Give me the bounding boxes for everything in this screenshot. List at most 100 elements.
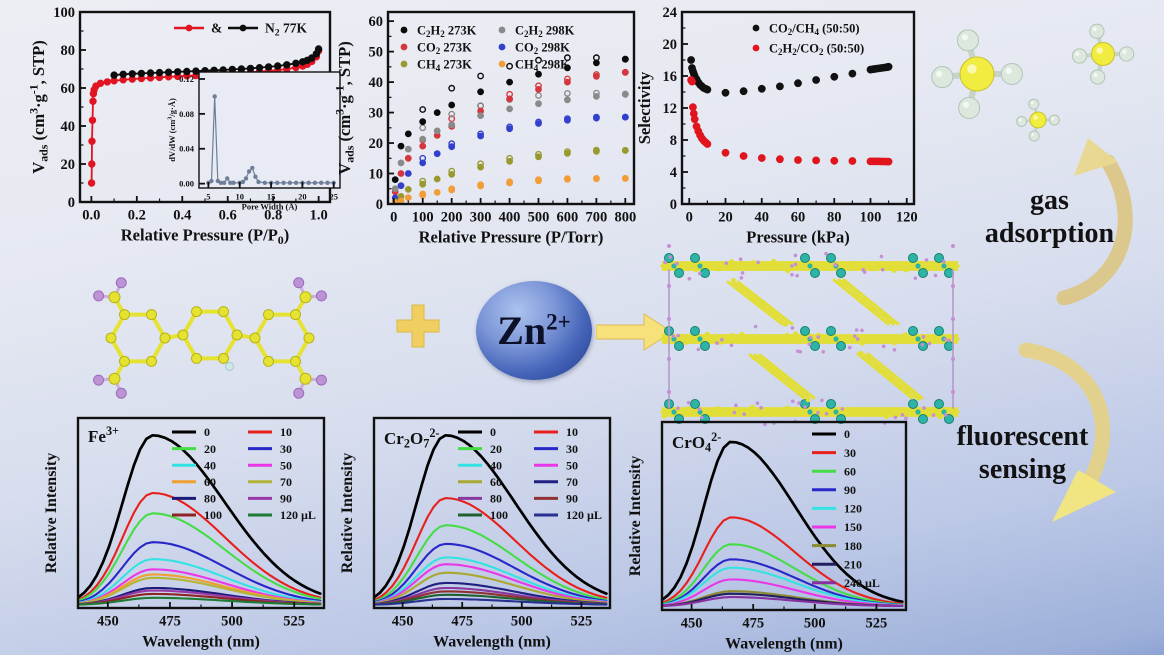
svg-text:4: 4 (670, 165, 677, 181)
svg-text:600: 600 (557, 210, 579, 226)
svg-text:0: 0 (390, 210, 397, 226)
svg-text:12: 12 (663, 101, 678, 117)
svg-text:10: 10 (280, 425, 292, 439)
svg-text:CO2 273K: CO2 273K (417, 40, 472, 56)
svg-text:40: 40 (61, 119, 76, 135)
svg-text:400: 400 (499, 210, 521, 226)
svg-text:50: 50 (280, 458, 292, 472)
svg-text:dV/dW (cm3/g·Å): dV/dW (cm3/g·Å) (167, 98, 177, 162)
zn-ion-label: Zn2+ (497, 308, 571, 353)
svg-text:100: 100 (53, 5, 75, 21)
svg-text:20: 20 (718, 210, 733, 226)
curved-arrow-down-icon (1018, 342, 1116, 522)
svg-text:30: 30 (369, 106, 384, 122)
svg-text:10: 10 (369, 166, 384, 182)
svg-text:120 µL: 120 µL (280, 508, 316, 522)
svg-text:150: 150 (844, 520, 862, 534)
svg-text:Pressure (kPa): Pressure (kPa) (746, 228, 849, 247)
svg-text:30: 30 (844, 446, 856, 460)
svg-text:60: 60 (844, 464, 856, 478)
svg-text:0.6: 0.6 (219, 208, 237, 224)
svg-text:70: 70 (280, 475, 292, 489)
svg-text:0.08: 0.08 (179, 109, 194, 119)
svg-text:120 µL: 120 µL (566, 508, 602, 522)
svg-text:CH4 298K: CH4 298K (515, 57, 570, 73)
svg-text:40: 40 (490, 458, 502, 472)
pore-size-inset: 5 10 15 20 25 0.00 0.04 0.08 0.12 Pore Width (Å) d… (166, 66, 346, 214)
svg-text:475: 475 (742, 616, 764, 632)
svg-text:700: 700 (586, 210, 608, 226)
svg-text:CO2/CH4 (50:50): CO2/CH4 (50:50) (769, 21, 860, 37)
svg-text:0.2: 0.2 (128, 208, 146, 224)
svg-text:450: 450 (97, 614, 119, 630)
svg-text:80: 80 (61, 43, 76, 59)
svg-text:20: 20 (204, 442, 216, 456)
svg-text:525: 525 (283, 614, 305, 630)
svg-text:Wavelength (nm): Wavelength (nm) (725, 636, 843, 653)
curved-arrow-up-icon (1056, 138, 1133, 305)
panel-cr2o7-quenching: 450 475 500 525 Wavelength (nm) Relative Inte… (336, 410, 620, 654)
zn-ion-sphere: Zn2+ (476, 281, 592, 380)
svg-text:500: 500 (804, 616, 826, 632)
svg-text:180: 180 (844, 539, 862, 553)
panel-n2-isotherm: 5 10 15 20 25 0.00 0.04 0.08 0.12 Pore Width (Å) d… (28, 4, 341, 248)
ligand-molecule-illustration (93, 277, 327, 399)
panel-cro4-quenching: 450 475 500 525 Wavelength (nm) Relative Inte… (624, 412, 916, 654)
svg-text:10: 10 (566, 425, 578, 439)
svg-text:60: 60 (204, 475, 216, 489)
svg-text:300: 300 (470, 210, 492, 226)
svg-text:Cr2O72-: Cr2O72- (384, 426, 440, 451)
svg-text:475: 475 (159, 614, 181, 630)
svg-text:500: 500 (221, 614, 243, 630)
svg-text:200: 200 (441, 210, 463, 226)
mof-framework-illustration (660, 244, 960, 427)
svg-text:0.8: 0.8 (264, 208, 282, 224)
svg-text:&: & (211, 21, 222, 36)
gas-molecules-illustration (931, 23, 1135, 142)
svg-text:100: 100 (490, 508, 508, 522)
svg-text:0.04: 0.04 (179, 144, 195, 154)
svg-text:Vads (cm3·g-1, STP): Vads (cm3·g-1, STP) (334, 41, 357, 174)
svg-text:20: 20 (298, 192, 307, 202)
svg-text:5: 5 (206, 192, 210, 202)
svg-text:0: 0 (670, 197, 677, 213)
svg-text:24: 24 (663, 5, 678, 21)
svg-text:16: 16 (663, 69, 678, 85)
svg-text:C2H2 273K: C2H2 273K (417, 23, 477, 39)
svg-text:0.4: 0.4 (173, 208, 191, 224)
svg-text:120: 120 (844, 502, 862, 516)
svg-text:50: 50 (566, 458, 578, 472)
svg-text:30: 30 (566, 442, 578, 456)
svg-text:450: 450 (392, 614, 414, 630)
svg-text:100: 100 (412, 210, 434, 226)
svg-text:Wavelength (nm): Wavelength (nm) (142, 634, 260, 651)
svg-text:Relative Intensity: Relative Intensity (627, 456, 644, 576)
svg-text:8: 8 (670, 133, 677, 149)
svg-text:80: 80 (204, 492, 216, 506)
svg-text:60: 60 (61, 81, 76, 97)
svg-text:CH4 273K: CH4 273K (417, 57, 472, 73)
svg-text:450: 450 (681, 616, 703, 632)
svg-text:20: 20 (369, 136, 384, 152)
svg-text:N2 77K: N2 77K (265, 21, 307, 39)
svg-text:Wavelength (nm): Wavelength (nm) (433, 634, 551, 651)
svg-text:60: 60 (791, 210, 806, 226)
panel-gas-isotherms: 0 100 200 300 400 500 600 700 800 0 10 20 30 40 50 60 Re… (334, 4, 644, 254)
svg-text:Pore Width (Å): Pore Width (Å) (242, 202, 298, 212)
svg-text:525: 525 (571, 614, 593, 630)
svg-text:C2H2 298K: C2H2 298K (515, 23, 575, 39)
svg-text:0: 0 (204, 425, 210, 439)
svg-text:1.0: 1.0 (310, 208, 328, 224)
svg-text:10: 10 (235, 192, 244, 202)
svg-text:40: 40 (204, 458, 216, 472)
svg-text:0: 0 (686, 210, 693, 226)
svg-text:40: 40 (755, 210, 770, 226)
panel-selectivity: 0 20 40 60 80 100 120 0 4 8 12 16 20 24 Pressure (kPa)… (634, 4, 926, 258)
svg-text:20: 20 (663, 37, 678, 53)
svg-text:90: 90 (280, 492, 292, 506)
svg-text:Selectivity: Selectivity (635, 71, 654, 144)
svg-text:Vads (cm3·g-1, STP): Vads (cm3·g-1, STP) (28, 40, 51, 173)
svg-text:0.0: 0.0 (82, 208, 100, 224)
svg-text:20: 20 (61, 157, 76, 173)
